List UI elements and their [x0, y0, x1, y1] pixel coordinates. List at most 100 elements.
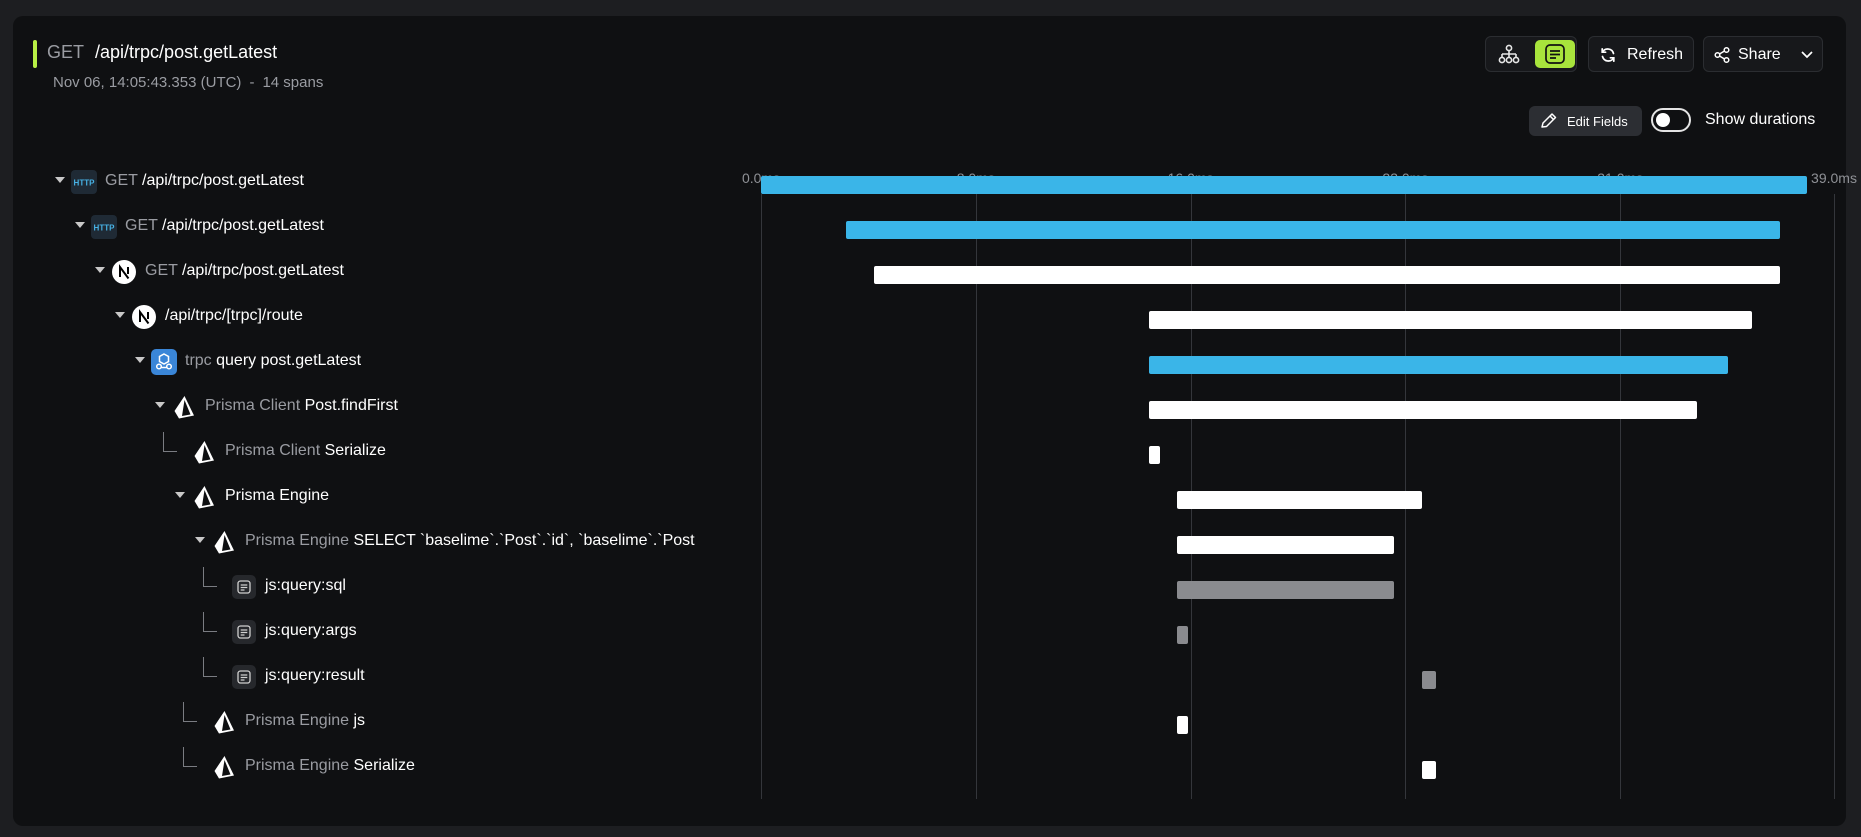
- span-label: GET /api/trpc/post.getLatest: [145, 262, 344, 280]
- span-bar[interactable]: [761, 176, 1808, 194]
- span-prefix: GET: [125, 217, 163, 234]
- document-icon: [231, 619, 257, 645]
- span-bar[interactable]: [1421, 761, 1436, 779]
- span-prefix: Prisma Engine: [245, 712, 354, 729]
- trace-timestamp: Nov 06, 14:05:43.353 (UTC): [53, 74, 242, 91]
- caret-down-icon[interactable]: [55, 177, 65, 183]
- span-row[interactable]: Prisma Engine: [13, 477, 713, 517]
- span-count: 14 spans: [262, 74, 324, 91]
- list-view-button[interactable]: [1535, 40, 1575, 68]
- trace-path: /api/trpc/post.getLatest: [95, 42, 278, 62]
- span-bar[interactable]: [1149, 401, 1698, 419]
- span-name: SELECT `baselime`.`Post`.`id`, `baselime…: [353, 532, 695, 549]
- svg-text:HTTP: HTTP: [94, 224, 116, 233]
- span-row[interactable]: /api/trpc/[trpc]/route: [13, 297, 713, 337]
- span-row[interactable]: trpc query post.getLatest: [13, 342, 713, 382]
- caret-down-icon[interactable]: [75, 222, 85, 228]
- span-label: Prisma Client Post.findFirst: [205, 397, 398, 415]
- view-toggle-group: [1485, 36, 1577, 72]
- span-name: js:query:args: [265, 622, 357, 639]
- span-name: js: [353, 712, 366, 729]
- caret-down-icon[interactable]: [155, 402, 165, 408]
- edit-fields-button[interactable]: Edit Fields: [1529, 106, 1642, 136]
- span-row[interactable]: Prisma Engine js: [13, 702, 713, 742]
- tree-view-button[interactable]: [1489, 40, 1529, 68]
- span-label: /api/trpc/[trpc]/route: [165, 307, 303, 325]
- hierarchy-icon: [1498, 44, 1520, 64]
- span-bar[interactable]: [1149, 446, 1161, 464]
- prisma-icon: [191, 484, 217, 510]
- span-row[interactable]: Prisma Engine SELECT `baselime`.`Post`.`…: [13, 522, 713, 562]
- span-bar[interactable]: [1149, 356, 1728, 374]
- refresh-label: Refresh: [1627, 46, 1684, 63]
- toggle-knob: [1656, 113, 1670, 127]
- span-bar[interactable]: [1176, 536, 1395, 554]
- span-bar[interactable]: [1176, 581, 1395, 599]
- span-label: js:query:result: [265, 667, 365, 685]
- span-prefix: Prisma Client: [225, 442, 325, 459]
- caret-down-icon[interactable]: [95, 267, 105, 273]
- tick-label: 39.0ms: [1811, 170, 1857, 186]
- refresh-icon: [1601, 47, 1615, 63]
- span-name: query post.getLatest: [216, 352, 362, 369]
- span-name: /api/trpc/post.getLatest: [182, 262, 344, 279]
- gridline: [1620, 194, 1622, 799]
- nextjs-icon: [131, 304, 157, 330]
- nextjs-icon: [111, 259, 137, 285]
- span-label: GET /api/trpc/post.getLatest: [105, 172, 304, 190]
- gridline: [975, 194, 977, 799]
- span-name: /api/trpc/[trpc]/route: [165, 307, 303, 324]
- share-icon: [1714, 46, 1730, 64]
- tree-connector: [183, 702, 197, 722]
- span-row[interactable]: Prisma Client Serialize: [13, 432, 713, 472]
- prisma-icon: [191, 439, 217, 465]
- span-name: Post.findFirst: [304, 397, 398, 414]
- accent-bar: [33, 40, 37, 68]
- refresh-button[interactable]: Refresh: [1588, 36, 1694, 72]
- span-prefix: GET: [145, 262, 183, 279]
- span-bar[interactable]: [1421, 671, 1436, 689]
- span-row[interactable]: Prisma Engine Serialize: [13, 747, 713, 787]
- caret-down-icon[interactable]: [195, 537, 205, 543]
- span-bar[interactable]: [1176, 491, 1422, 509]
- caret-down-icon[interactable]: [115, 312, 125, 318]
- span-prefix: Prisma Engine: [245, 757, 354, 774]
- span-row[interactable]: HTTP GET /api/trpc/post.getLatest: [13, 162, 713, 202]
- span-bar[interactable]: [1176, 626, 1188, 644]
- caret-down-icon[interactable]: [175, 492, 185, 498]
- caret-down-icon[interactable]: [135, 357, 145, 363]
- span-row[interactable]: HTTP GET /api/trpc/post.getLatest: [13, 207, 713, 247]
- edit-fields-label: Edit Fields: [1567, 114, 1628, 129]
- tree-connector: [163, 432, 177, 452]
- span-label: Prisma Client Serialize: [225, 442, 386, 460]
- span-label: js:query:args: [265, 622, 357, 640]
- show-durations-toggle[interactable]: [1651, 108, 1691, 132]
- span-row[interactable]: Prisma Client Post.findFirst: [13, 387, 713, 427]
- span-bar[interactable]: [1149, 311, 1753, 329]
- span-row[interactable]: GET /api/trpc/post.getLatest: [13, 252, 713, 292]
- prisma-icon: [211, 754, 237, 780]
- tree-connector: [183, 747, 197, 767]
- span-bar[interactable]: [1176, 716, 1188, 734]
- span-label: Prisma Engine SELECT `baselime`.`Post`.`…: [245, 532, 695, 550]
- trace-panel: GET /api/trpc/post.getLatest Nov 06, 14:…: [13, 16, 1857, 826]
- subtitle-separator: -: [249, 74, 255, 91]
- span-label: Prisma Engine Serialize: [245, 757, 415, 775]
- timeline: 0.0ms8.0ms16.0ms23.0ms31.0ms39.0ms: [742, 160, 1857, 800]
- http-icon: HTTP: [71, 169, 97, 195]
- span-row[interactable]: js:query:args: [13, 612, 713, 652]
- span-prefix: Prisma Client: [205, 397, 305, 414]
- tree-connector: [203, 657, 217, 677]
- span-label: GET /api/trpc/post.getLatest: [125, 217, 324, 235]
- span-row[interactable]: js:query:result: [13, 657, 713, 697]
- span-row[interactable]: js:query:sql: [13, 567, 713, 607]
- span-name: js:query:sql: [265, 577, 346, 594]
- document-list-icon: [1545, 44, 1565, 64]
- span-bar[interactable]: [873, 266, 1780, 284]
- trace-subtitle: Nov 06, 14:05:43.353 (UTC) -14 spans: [53, 74, 323, 91]
- span-label: js:query:sql: [265, 577, 346, 595]
- share-button[interactable]: Share: [1703, 36, 1823, 72]
- prisma-icon: [211, 709, 237, 735]
- gridline: [1834, 194, 1835, 799]
- span-bar[interactable]: [846, 221, 1780, 239]
